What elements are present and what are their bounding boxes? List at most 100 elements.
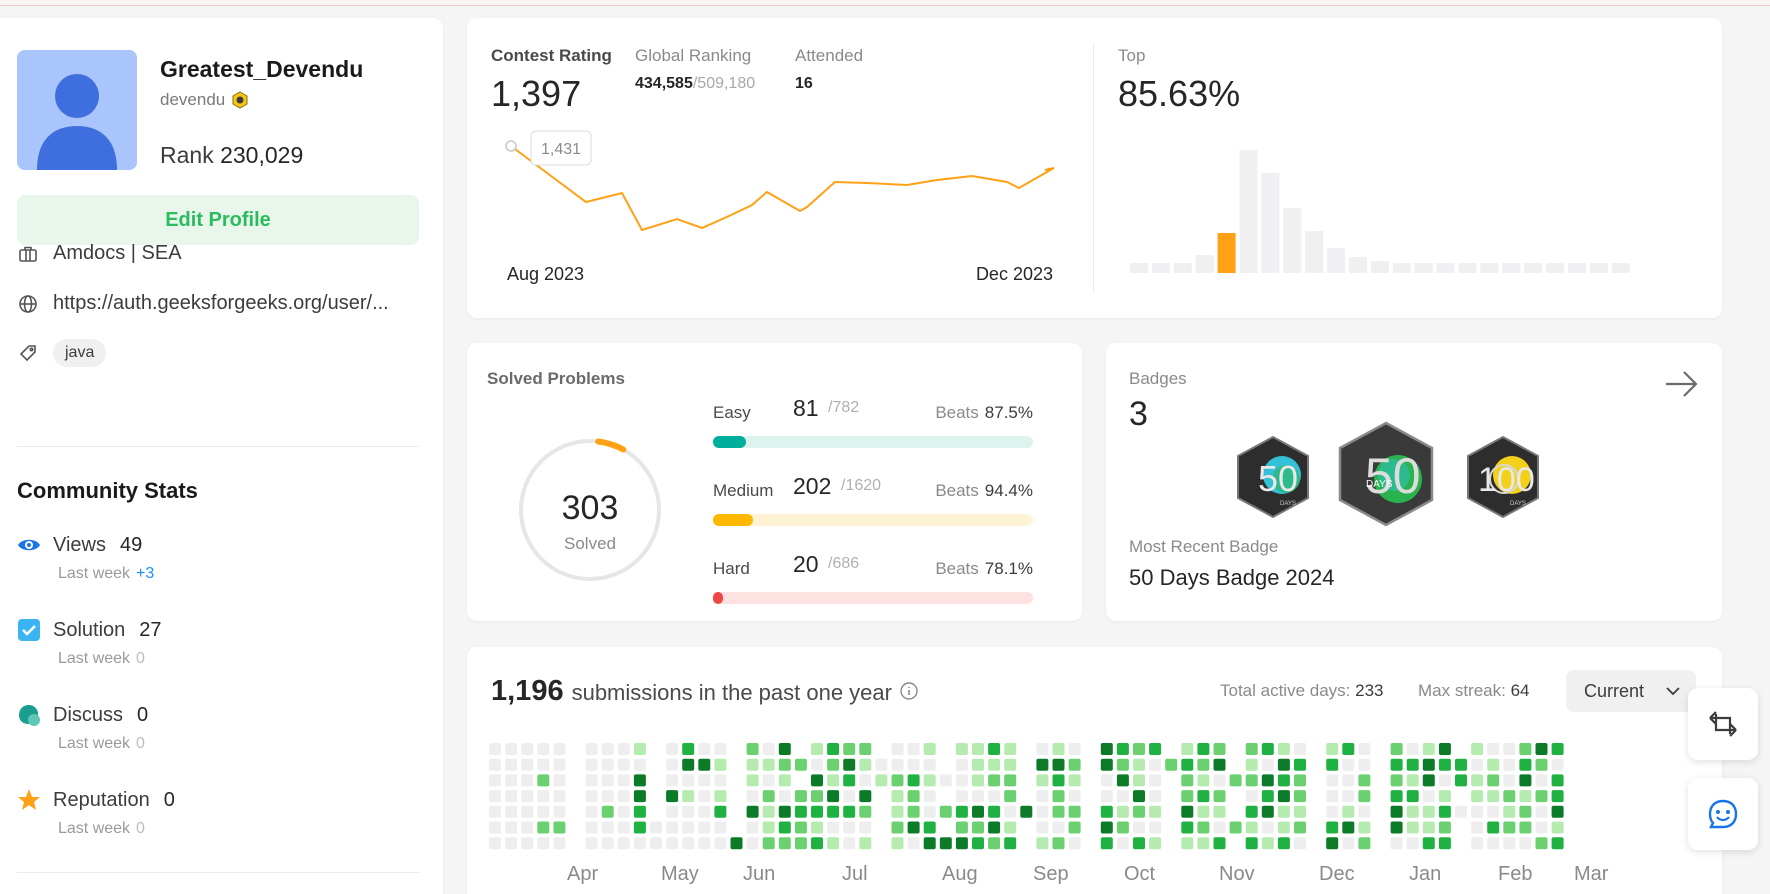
heatmap-day[interactable] (794, 837, 807, 850)
heatmap-day[interactable] (585, 790, 598, 803)
heatmap-day[interactable] (553, 758, 566, 771)
heatmap-day[interactable] (682, 837, 695, 850)
heatmap-day[interactable] (923, 821, 936, 834)
heatmap-day[interactable] (939, 837, 952, 850)
heatmap-day[interactable] (666, 837, 679, 850)
heatmap-day[interactable] (1471, 821, 1484, 834)
heatmap-day[interactable] (682, 805, 695, 818)
heatmap-day[interactable] (698, 758, 711, 771)
heatmap-day[interactable] (1342, 758, 1355, 771)
heatmap-day[interactable] (746, 743, 759, 755)
heatmap-day[interactable] (794, 758, 807, 771)
heatmap-day[interactable] (746, 774, 759, 787)
heatmap-day[interactable] (1197, 743, 1210, 755)
heatmap-day[interactable] (1100, 805, 1113, 818)
heatmap-day[interactable] (972, 774, 984, 787)
heatmap-day[interactable] (811, 758, 823, 771)
badge-100-days[interactable]: 100 DAYS (1464, 435, 1542, 519)
heatmap-day[interactable] (859, 790, 872, 803)
heatmap-day[interactable] (1116, 821, 1129, 834)
heatmap-day[interactable] (923, 805, 936, 818)
heatmap-day[interactable] (1068, 837, 1081, 850)
heatmap-day[interactable] (1551, 774, 1564, 787)
heatmap-day[interactable] (762, 805, 775, 818)
arrow-right-icon[interactable] (1664, 369, 1700, 399)
heatmap-day[interactable] (988, 805, 1001, 818)
heatmap-day[interactable] (617, 837, 630, 850)
heatmap-day[interactable] (1116, 805, 1129, 818)
heatmap-day[interactable] (972, 758, 984, 771)
heatmap-day[interactable] (923, 758, 936, 771)
heatmap-day[interactable] (1487, 758, 1500, 771)
heatmap-day[interactable] (1229, 821, 1242, 834)
heatmap-day[interactable] (633, 837, 646, 850)
heatmap-day[interactable] (1326, 790, 1339, 803)
heatmap-day[interactable] (1358, 805, 1371, 818)
heatmap-day[interactable] (843, 743, 856, 755)
heatmap-day[interactable] (489, 743, 501, 755)
heatmap-day[interactable] (601, 774, 614, 787)
heatmap-day[interactable] (1390, 790, 1403, 803)
heatmap-day[interactable] (1342, 774, 1355, 787)
heatmap-day[interactable] (489, 774, 501, 787)
heatmap-day[interactable] (1213, 774, 1226, 787)
heatmap-day[interactable] (1149, 837, 1162, 850)
heatmap-day[interactable] (682, 743, 695, 755)
heatmap-day[interactable] (585, 743, 598, 755)
heatmap-day[interactable] (1036, 837, 1049, 850)
heatmap-day[interactable] (811, 837, 823, 850)
heatmap-day[interactable] (762, 837, 775, 850)
heatmap-day[interactable] (875, 758, 888, 771)
heatmap-day[interactable] (859, 743, 872, 755)
heatmap-day[interactable] (859, 821, 872, 834)
heatmap-day[interactable] (553, 805, 566, 818)
heatmap-day[interactable] (811, 790, 823, 803)
heatmap-day[interactable] (1213, 821, 1226, 834)
heatmap-day[interactable] (521, 805, 534, 818)
heatmap-day[interactable] (537, 790, 550, 803)
heatmap-day[interactable] (1519, 743, 1532, 755)
heatmap-day[interactable] (907, 743, 920, 755)
heatmap-day[interactable] (633, 758, 646, 771)
heatmap-day[interactable] (1294, 805, 1306, 818)
heatmap-day[interactable] (1181, 790, 1194, 803)
heatmap-day[interactable] (633, 774, 646, 787)
heatmap-day[interactable] (682, 774, 695, 787)
heatmap-day[interactable] (843, 805, 856, 818)
heatmap-day[interactable] (1181, 821, 1194, 834)
rating-line-chart[interactable]: 1,431 Aug 2023 Dec 2023 (467, 18, 1093, 318)
website-link[interactable]: https://auth.geeksforgeeks.org/user/... (53, 292, 389, 314)
heatmap-day[interactable] (585, 758, 598, 771)
heatmap-day[interactable] (891, 821, 904, 834)
heatmap-day[interactable] (972, 805, 984, 818)
heatmap-day[interactable] (843, 790, 856, 803)
heatmap-day[interactable] (1100, 790, 1113, 803)
heatmap-day[interactable] (1422, 790, 1435, 803)
heatmap-day[interactable] (714, 743, 727, 755)
heatmap-day[interactable] (633, 790, 646, 803)
heatmap-day[interactable] (762, 774, 775, 787)
heatmap-day[interactable] (1100, 743, 1113, 755)
heatmap-day[interactable] (811, 774, 823, 787)
heatmap-day[interactable] (1004, 837, 1017, 850)
heatmap-day[interactable] (1133, 821, 1145, 834)
heatmap-day[interactable] (859, 837, 872, 850)
heatmap-day[interactable] (1036, 758, 1049, 771)
heatmap-day[interactable] (537, 774, 550, 787)
heatmap-day[interactable] (1181, 805, 1194, 818)
submission-heatmap[interactable] (467, 735, 1722, 859)
heatmap-day[interactable] (1551, 743, 1564, 755)
heatmap-day[interactable] (1326, 821, 1339, 834)
heatmap-day[interactable] (617, 758, 630, 771)
heatmap-day[interactable] (843, 758, 856, 771)
heatmap-day[interactable] (521, 743, 534, 755)
heatmap-day[interactable] (1277, 821, 1290, 834)
heatmap-day[interactable] (1197, 758, 1210, 771)
heatmap-day[interactable] (1487, 743, 1500, 755)
heatmap-day[interactable] (585, 837, 598, 850)
heatmap-day[interactable] (891, 743, 904, 755)
heatmap-day[interactable] (666, 821, 679, 834)
heatmap-day[interactable] (698, 774, 711, 787)
heatmap-day[interactable] (859, 758, 872, 771)
heatmap-day[interactable] (1133, 790, 1145, 803)
